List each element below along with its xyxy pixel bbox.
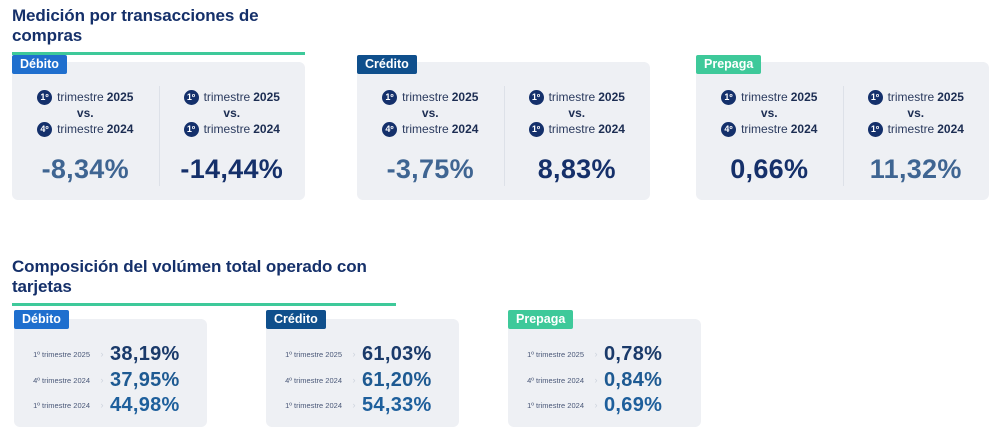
composition-row: 4º trimestre 2024 › 61,20% <box>285 368 432 391</box>
chevron-right-icon: › <box>594 375 598 385</box>
ordinal-badge-icon: 4º <box>382 121 398 137</box>
composition-row: 1º trimestre 2025 › 61,03% <box>285 342 432 365</box>
section-title-composition: Composición del volúmen total operado co… <box>12 257 396 306</box>
chevron-right-icon: › <box>594 400 598 410</box>
ordinal-badge-icon: 4º <box>721 121 737 137</box>
chevron-right-icon: › <box>352 375 356 385</box>
card-credito-transactions: 1º trimestre 2025 vs. 4º trimestre 2024 -3,7… <box>357 62 650 200</box>
composition-row: 1º trimestre 2025 › 0,78% <box>527 342 663 365</box>
tab-prepaga: Prepaga <box>696 55 762 74</box>
composition-row: 4º trimestre 2024 › 0,84% <box>527 368 663 391</box>
chevron-right-icon: › <box>100 400 104 410</box>
tab-debito: Débito <box>12 55 67 74</box>
chevron-right-icon: › <box>352 349 356 359</box>
card-prepaga-transactions: 1º trimestre 2025 vs. 4º trimestre 2024 0,66… <box>696 62 989 200</box>
variation-value: 11,32% <box>869 154 962 184</box>
comparison-year-over-year: 1º trimestre 2025 vs. 1º trimestre 2024 8,83… <box>504 62 651 200</box>
composition-row: 1º trimestre 2024 › 0,69% <box>527 393 663 416</box>
chevron-right-icon: › <box>100 349 104 359</box>
tab-debito: Débito <box>14 310 69 329</box>
ordinal-badge-icon: 4º <box>37 121 53 137</box>
comparison-quarter-over-quarter: 1º trimestre 2025 vs. 4º trimestre 2024 -8,3… <box>12 62 159 200</box>
divider <box>503 86 505 186</box>
composition-row: 1º trimestre 2024 › 54,33% <box>285 393 432 416</box>
comparison-quarter-over-quarter: 1º trimestre 2025 vs. 4º trimestre 2024 -3,7… <box>357 62 504 200</box>
card-debito-composition: 1º trimestre 2025 › 38,19% 4º trimestre … <box>14 319 207 427</box>
ordinal-badge-icon: 1º <box>37 89 53 105</box>
tab-credito: Crédito <box>357 55 417 74</box>
chevron-right-icon: › <box>594 349 598 359</box>
chevron-right-icon: › <box>352 400 356 410</box>
comparison-quarter-over-quarter: 1º trimestre 2025 vs. 4º trimestre 2024 0,66… <box>696 62 843 200</box>
ordinal-badge-icon: 1º <box>183 121 199 137</box>
ordinal-badge-icon: 1º <box>528 121 544 137</box>
divider <box>158 86 160 186</box>
ordinal-badge-icon: 1º <box>867 121 883 137</box>
comparison-year-over-year: 1º trimestre 2025 vs. 1º trimestre 2024 11,3… <box>843 62 990 200</box>
variation-value: 8,83% <box>537 154 616 184</box>
composition-row: 1º trimestre 2025 › 38,19% <box>33 342 180 365</box>
variation-value: 0,66% <box>730 154 809 184</box>
chevron-right-icon: › <box>100 375 104 385</box>
section-title-transactions: Medición por transacciones de compras <box>12 6 305 55</box>
variation-value: -3,75% <box>386 154 474 184</box>
ordinal-badge-icon: 1º <box>721 89 737 105</box>
tab-prepaga: Prepaga <box>508 310 574 329</box>
ordinal-badge-icon: 1º <box>382 89 398 105</box>
card-debito-transactions: 1º trimestre 2025 vs. 4º trimestre 2024 -8,3… <box>12 62 305 200</box>
tab-credito: Crédito <box>266 310 326 329</box>
ordinal-badge-icon: 1º <box>183 89 199 105</box>
ordinal-badge-icon: 1º <box>528 89 544 105</box>
variation-value: -14,44% <box>180 154 284 184</box>
card-prepaga-composition: 1º trimestre 2025 › 0,78% 4º trimestre 2… <box>508 319 701 427</box>
composition-row: 4º trimestre 2024 › 37,95% <box>33 368 180 391</box>
divider <box>842 86 844 186</box>
comparison-year-over-year: 1º trimestre 2025 vs. 1º trimestre 2024 -14,… <box>159 62 306 200</box>
card-credito-composition: 1º trimestre 2025 › 61,03% 4º trimestre … <box>266 319 459 427</box>
ordinal-badge-icon: 1º <box>867 89 883 105</box>
variation-value: -8,34% <box>41 154 129 184</box>
composition-row: 1º trimestre 2024 › 44,98% <box>33 393 180 416</box>
